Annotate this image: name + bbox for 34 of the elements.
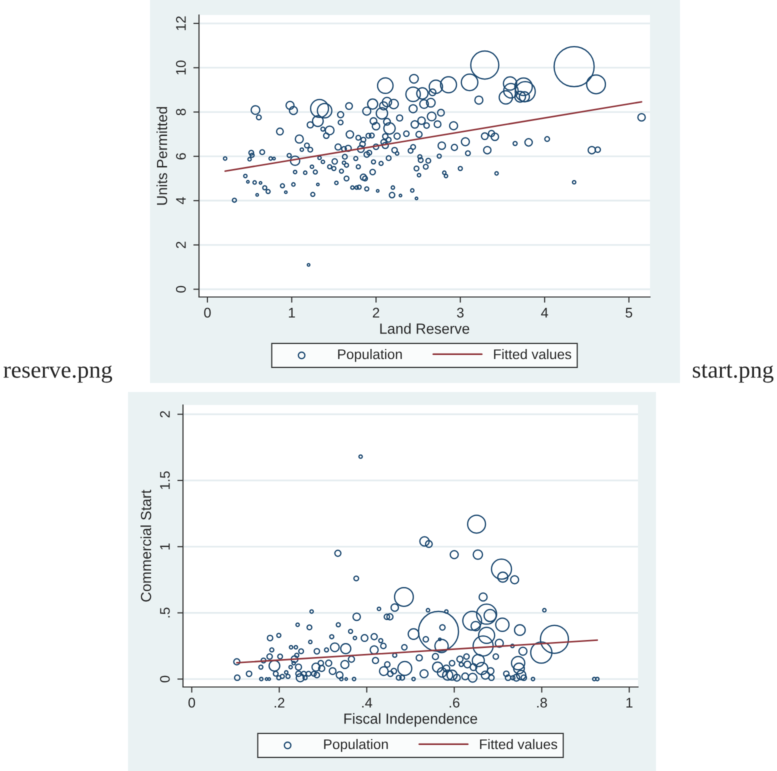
y-tick-label: 4 <box>176 197 186 204</box>
y-tick-label: 2 <box>176 242 186 248</box>
legend-label: Population <box>324 738 388 752</box>
y-tick-label: 0 <box>160 676 170 682</box>
x-tick-label: 0 <box>204 308 211 318</box>
y-axis-title: Commercial Start <box>140 490 152 602</box>
x-tick-label: 3 <box>456 308 464 318</box>
y-axis-title: Units Permitted <box>156 107 168 205</box>
legend-label: Population <box>338 348 402 362</box>
legend-label: Fitted values <box>494 348 572 360</box>
x-axis-title: Land Reserve <box>380 323 470 334</box>
x-tick-label: .2 <box>274 698 284 708</box>
x-tick-label: 0 <box>188 698 196 708</box>
y-tick-label: 8 <box>176 108 186 116</box>
x-tick-label: 4 <box>541 308 548 318</box>
y-tick-label: 0 <box>176 286 186 293</box>
y-tick-label: 1.5 <box>160 471 170 490</box>
x-tick-label: .6 <box>450 698 460 708</box>
x-tick-label: 1 <box>626 698 632 708</box>
x-tick-label: 1 <box>288 308 295 318</box>
text: start.png <box>692 364 774 383</box>
x-tick-label: 2 <box>372 308 380 318</box>
y-tick-label: 6 <box>176 153 186 160</box>
x-tick-label: .4 <box>362 698 372 708</box>
y-tick-label: 12 <box>176 16 186 30</box>
y-tick-label: .5 <box>160 608 170 618</box>
y-tick-label: 10 <box>176 60 186 74</box>
text: reserve.png <box>4 365 112 383</box>
x-tick-label: .8 <box>537 698 547 708</box>
x-axis-title: Fiscal Independence <box>344 713 478 727</box>
y-tick-label: 2 <box>160 411 170 418</box>
y-tick-label: 1 <box>160 543 170 550</box>
x-tick-label: 5 <box>626 308 632 318</box>
legend-label: Fitted values <box>480 738 558 750</box>
